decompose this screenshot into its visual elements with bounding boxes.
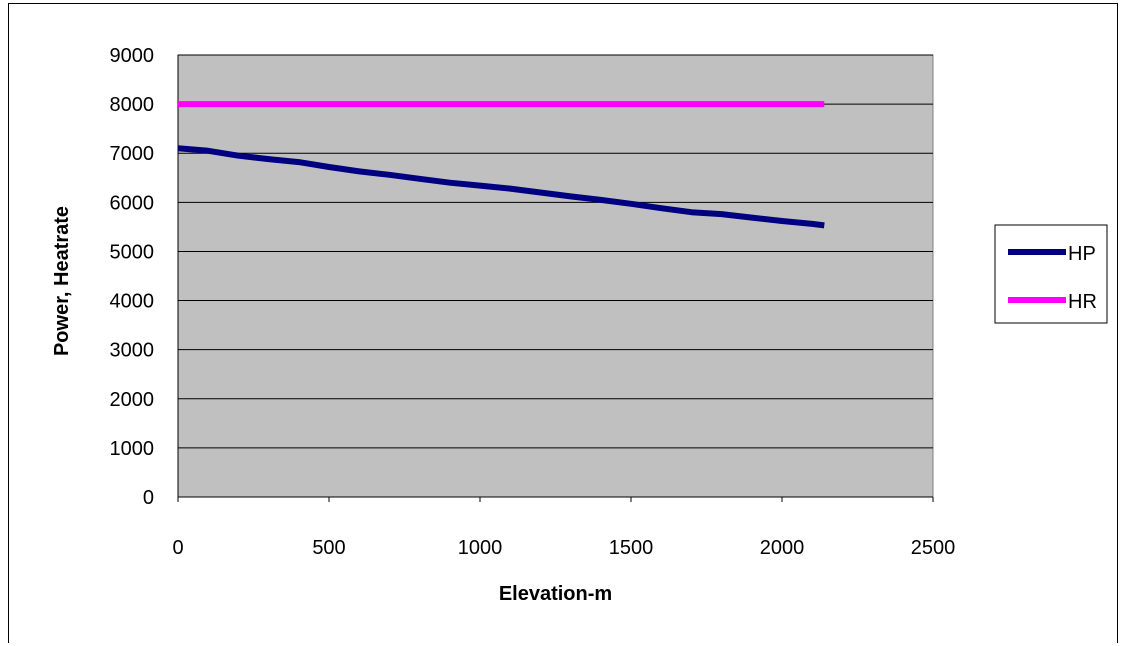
x-tick-label: 1000: [458, 537, 503, 559]
y-axis-title: Power, Heatrate: [51, 206, 73, 356]
x-tick-label: 500: [312, 537, 345, 559]
x-axis-title: Elevation-m: [499, 583, 612, 605]
chart-frame: [8, 3, 1118, 643]
y-tick-label: 1000: [110, 438, 155, 460]
plot-area: [177, 54, 934, 498]
x-tick-labels: 0 500 1000 1500 2000 2500: [172, 537, 955, 559]
series-lines: [177, 101, 825, 229]
series-line-hp: [177, 145, 825, 229]
x-tick-label: 1500: [609, 537, 654, 559]
y-tick-label: 6000: [110, 192, 155, 214]
y-tick-label: 8000: [110, 94, 155, 116]
x-tick-label: 2000: [760, 537, 805, 559]
y-tick-label: 7000: [110, 143, 155, 165]
y-tick-label: 3000: [110, 340, 155, 362]
legend: HP HR: [994, 224, 1108, 324]
axes: [177, 55, 934, 502]
x-tick-label: 2500: [911, 537, 956, 559]
y-tick-label: 9000: [110, 45, 155, 67]
y-tick-label: 4000: [110, 291, 155, 313]
y-tick-label: 5000: [110, 241, 155, 263]
legend-label: HR: [1068, 291, 1097, 313]
y-tick-label: 2000: [110, 389, 155, 411]
legend-label: HP: [1068, 243, 1096, 265]
legend-box: [994, 224, 1108, 324]
y-tick-labels: 0 1000 2000 3000 4000 5000 6000 7000 8000 9000: [110, 45, 155, 509]
x-tick-label: 0: [172, 537, 183, 559]
y-tick-label: 0: [143, 487, 154, 509]
